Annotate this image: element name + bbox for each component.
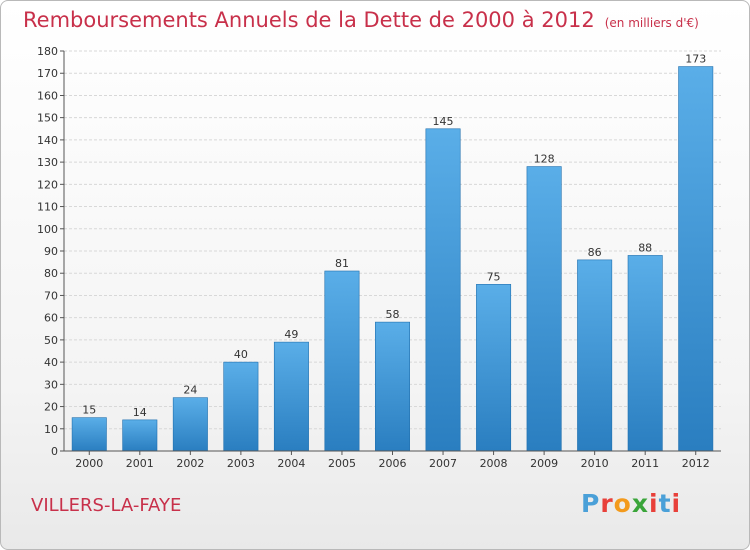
bar [172, 397, 208, 452]
chart-title-text: Remboursements Annuels de la Dette de 20… [23, 8, 595, 32]
y-tick-label: 170 [37, 67, 58, 80]
y-tick-label: 140 [37, 134, 58, 147]
bar-value-label: 49 [284, 328, 298, 341]
bar [627, 255, 663, 452]
x-tick-label: 2009 [530, 457, 558, 470]
x-tick-label: 2007 [429, 457, 457, 470]
y-tick-label: 130 [37, 156, 58, 169]
bar-value-label: 81 [335, 257, 349, 270]
y-tick-label: 80 [44, 267, 58, 280]
logo-letter: x [631, 489, 649, 518]
bar [476, 284, 512, 452]
bar-value-label: 128 [534, 153, 555, 166]
bars [71, 66, 714, 452]
logo-letter: i [649, 489, 659, 518]
x-tick-label: 2005 [328, 457, 356, 470]
y-tick-label: 90 [44, 245, 58, 258]
bar [324, 270, 360, 452]
x-tick-label: 2012 [682, 457, 710, 470]
bar-value-label: 75 [487, 270, 501, 283]
bar-value-label: 86 [588, 246, 602, 259]
y-tick-label: 0 [51, 445, 58, 458]
axes [60, 50, 721, 455]
logo-letter: r [600, 489, 614, 518]
commune-name: VILLERS-LA-FAYE [31, 495, 182, 516]
y-tick-label: 30 [44, 378, 58, 391]
logo-letter: i [671, 489, 682, 518]
x-tick-label: 2002 [176, 457, 204, 470]
bar [122, 419, 158, 452]
y-tick-label: 110 [37, 201, 58, 214]
y-tick-label: 20 [44, 401, 58, 414]
bar [526, 166, 562, 452]
bar-value-label: 88 [638, 241, 652, 254]
bar-value-label: 24 [183, 384, 197, 397]
x-tick-label: 2000 [75, 457, 103, 470]
x-tick-label: 2003 [227, 457, 255, 470]
y-tick-label: 150 [37, 112, 58, 125]
y-tick-label: 60 [44, 312, 58, 325]
logo-letter: P [581, 489, 601, 518]
y-tick-label: 70 [44, 289, 58, 302]
x-tick-label: 2004 [277, 457, 305, 470]
logo-letter: o [613, 489, 632, 518]
y-tick-label: 120 [37, 178, 58, 191]
logo-letter: t [658, 489, 672, 518]
bar-value-label: 173 [685, 53, 706, 66]
x-tick-label: 2001 [126, 457, 154, 470]
x-tick-label: 2008 [480, 457, 508, 470]
bar-value-label: 58 [386, 308, 400, 321]
bar-value-label: 14 [133, 406, 147, 419]
y-tick-label: 160 [37, 89, 58, 102]
y-tick-label: 10 [44, 423, 58, 436]
bar-value-label: 15 [82, 404, 96, 417]
labels: 0 10 20 30 40 50 60 70 80 90 100 110 120 130 140 150 160… [37, 45, 710, 470]
x-tick-label: 2006 [379, 457, 407, 470]
bar [425, 128, 461, 452]
bar [223, 361, 259, 452]
y-tick-label: 100 [37, 223, 58, 236]
bar [577, 259, 613, 452]
bar [273, 341, 309, 452]
y-tick-label: 180 [37, 45, 58, 58]
bar-value-label: 40 [234, 348, 248, 361]
proxiti-logo[interactable]: Proxiti [581, 489, 681, 518]
bar [375, 321, 410, 452]
bar-value-label: 145 [433, 115, 454, 128]
x-tick-label: 2010 [581, 457, 609, 470]
y-tick-label: 40 [44, 356, 58, 369]
x-tick-label: 2011 [631, 457, 659, 470]
chart-title: Remboursements Annuels de la Dette de 20… [23, 8, 699, 32]
chart-subtitle: (en milliers d'€) [604, 16, 699, 30]
bar [71, 417, 107, 452]
bar [678, 66, 714, 452]
y-tick-label: 50 [44, 334, 58, 347]
